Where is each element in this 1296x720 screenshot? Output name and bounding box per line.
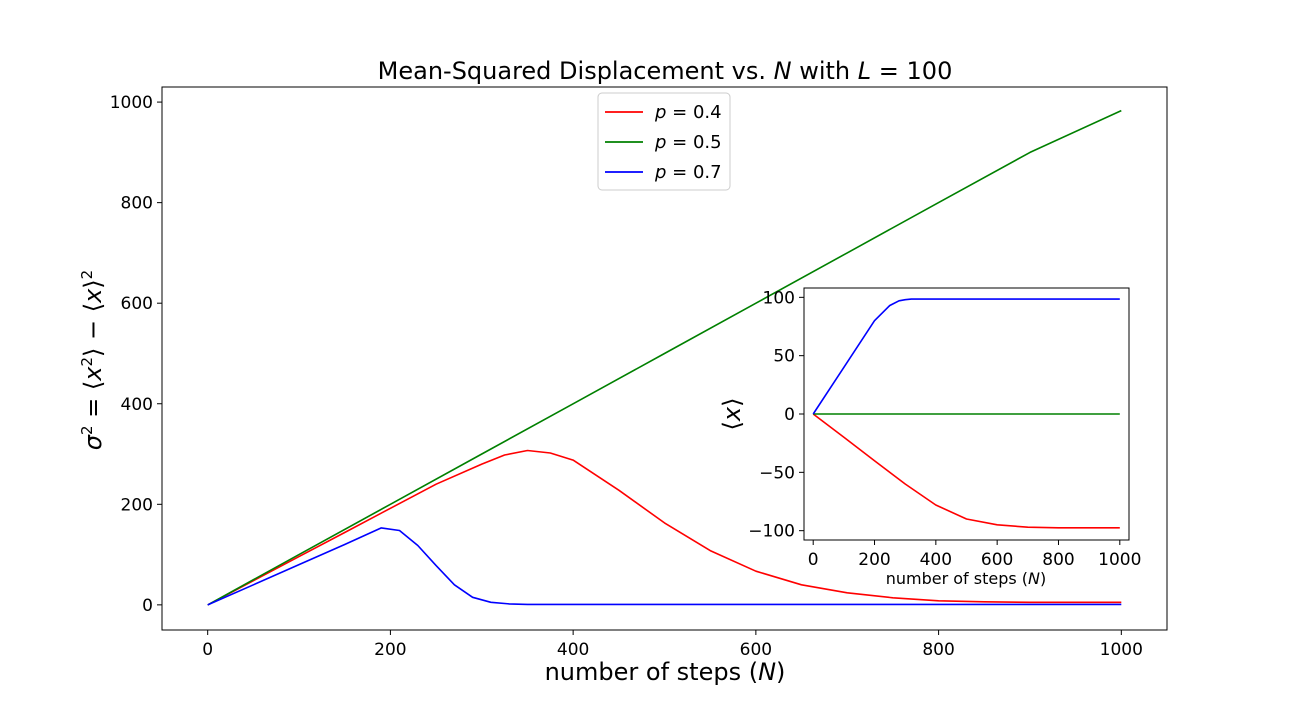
inset-lines	[812, 298, 1120, 529]
main-y-tick-label: 600	[121, 294, 153, 314]
main-y-tick-label: 400	[121, 395, 153, 415]
inset-x-tick-label: 400	[920, 550, 952, 570]
inset-x-label-text: number of steps (	[886, 569, 1028, 588]
main-x-tick-label: 1000	[1100, 640, 1143, 660]
inset-series-line-3	[812, 298, 1120, 415]
main-x-tick-label: 400	[557, 640, 589, 660]
y-label-x1: x	[79, 366, 107, 382]
main-x-tick-label: 0	[202, 640, 213, 660]
title-part-3: = 100	[871, 57, 952, 85]
inset-y-label-x: x	[718, 406, 746, 422]
inset-series-line-1	[812, 413, 1120, 529]
legend-entries: p = 0.4 p = 0.5 p = 0.7	[605, 102, 722, 183]
y-label-minus: ⟩ − ⟨	[79, 303, 107, 357]
inset-y-label-open: ⟨	[718, 421, 746, 430]
y-label-eq: = ⟨	[79, 381, 107, 426]
inset-x-tick-label: 1000	[1098, 550, 1141, 570]
inset-x-label-n: N	[1028, 569, 1040, 588]
main-y-tick-label: 200	[121, 495, 153, 515]
main-y-tick-label: 1000	[110, 93, 153, 113]
title-part-2: with	[792, 57, 858, 85]
main-x-tick-label: 800	[922, 640, 954, 660]
legend-label-2: p = 0.5	[654, 132, 722, 153]
x-axis-label-close: )	[776, 658, 785, 686]
x-axis-label-n: N	[758, 658, 776, 686]
main-series-line-3	[207, 527, 1122, 606]
inset-x-tick-label: 600	[981, 550, 1013, 570]
y-label-x2: x	[79, 288, 107, 304]
legend-label-1: p = 0.4	[654, 102, 722, 123]
inset-x-axis-label: number of steps (N)	[886, 569, 1047, 588]
y-label-sq3: 2	[78, 270, 96, 280]
inset-y-axis-label: ⟨x⟩	[718, 398, 746, 431]
inset-x-label-close: )	[1040, 569, 1046, 588]
inset-x-tick-label: 0	[808, 550, 819, 570]
main-series-line-1	[207, 449, 1122, 606]
y-label-sq2: 2	[78, 357, 96, 367]
y-label-sq1: 2	[78, 425, 96, 435]
inset-axes: 0 200 400 600 800 1000 −100 −50 0 50 100 number of…	[718, 287, 1141, 588]
y-label-close: ⟩	[79, 279, 107, 288]
title-part-1: Mean-Squared Displacement vs.	[378, 57, 774, 85]
main-x-tick-label: 600	[740, 640, 772, 660]
legend-label-3: p = 0.7	[654, 162, 722, 183]
legend-frame	[597, 92, 731, 191]
inset-x-tick-label: 200	[858, 550, 890, 570]
inset-ticks: 0 200 400 600 800 1000 −100 −50 0 50 100	[748, 288, 1141, 570]
main-x-tick-label: 200	[374, 640, 406, 660]
main-y-tick-label: 0	[142, 596, 153, 616]
chart-title: Mean-Squared Displacement vs. N with L =…	[378, 57, 953, 85]
x-axis-label: number of steps (N)	[545, 658, 786, 686]
inset-y-tick-label: 0	[784, 405, 795, 425]
y-label-sigma: σ	[79, 434, 107, 450]
legend: p = 0.4 p = 0.5 p = 0.7	[597, 92, 731, 191]
inset-y-tick-label: 50	[773, 347, 795, 367]
main-lines	[207, 109, 1122, 606]
main-series-line-2	[207, 109, 1122, 606]
main-y-tick-label: 800	[121, 194, 153, 214]
x-axis-label-text: number of steps (	[545, 658, 758, 686]
inset-y-label-close: ⟩	[718, 398, 746, 407]
title-n: N	[774, 57, 792, 85]
y-axis-label: σ2 = ⟨x2⟩ − ⟨x⟩2	[78, 270, 107, 450]
title-l: L	[858, 57, 871, 85]
inset-y-tick-label: −50	[759, 463, 795, 483]
inset-y-tick-label: −100	[748, 522, 795, 542]
inset-x-tick-label: 800	[1042, 550, 1074, 570]
inset-y-tick-label: 100	[763, 288, 795, 308]
main-plot-frame	[161, 86, 1168, 631]
